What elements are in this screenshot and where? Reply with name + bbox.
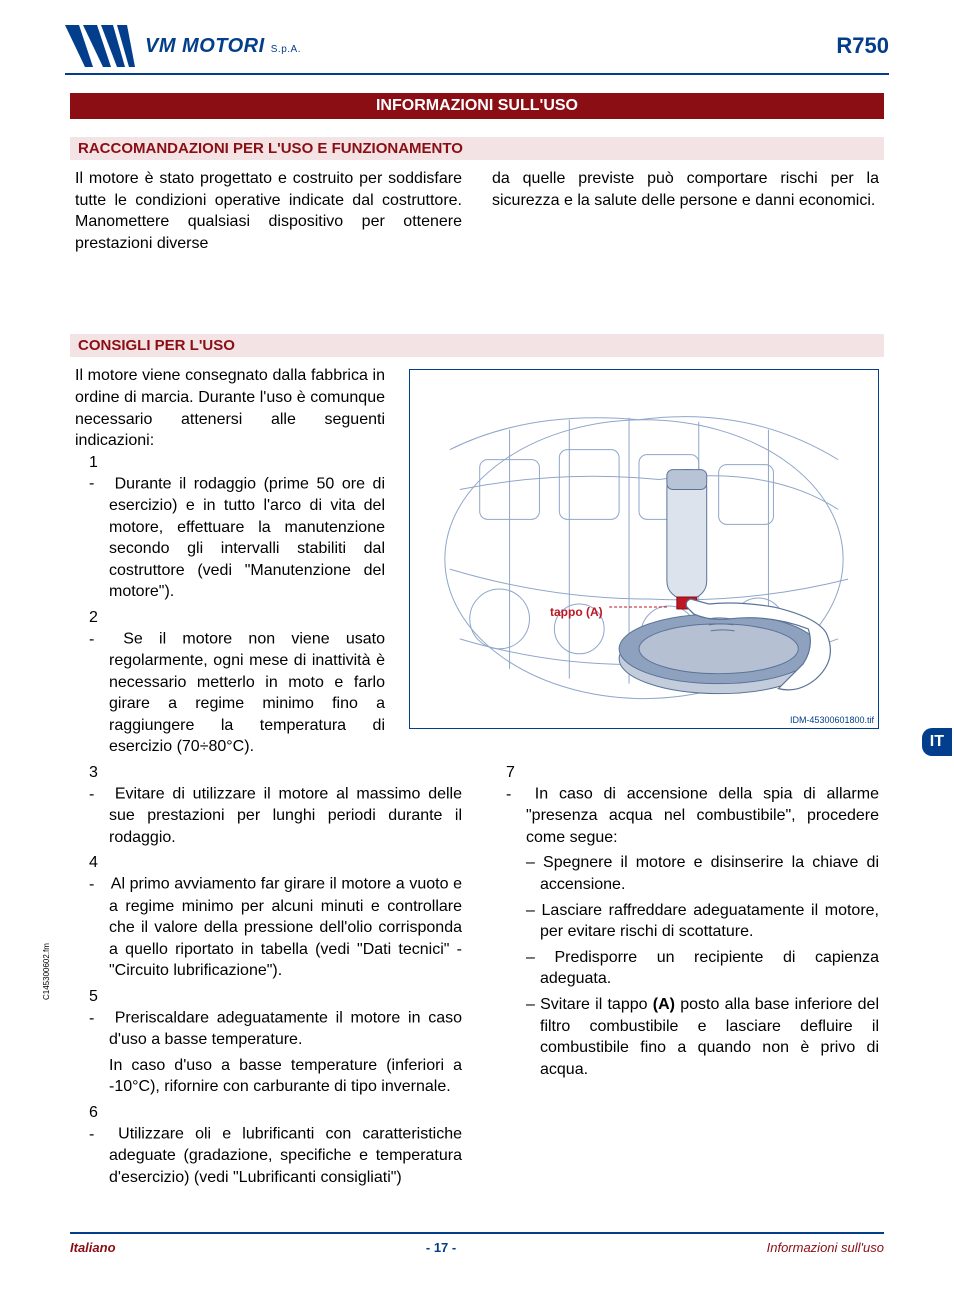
figure-reference: IDM-45300601800.tif — [790, 715, 874, 725]
list-subitem: – Spegnere il motore e disinserire la ch… — [492, 852, 879, 895]
figure-callout: tappo (A) — [550, 605, 603, 619]
engine-illustration — [410, 370, 878, 728]
brand-name: VM MOTORI S.p.A. — [145, 35, 301, 58]
list-item: 7 - In caso di accensione della spia di … — [492, 762, 879, 848]
subsection-consigli: CONSIGLI PER L'USO — [70, 334, 884, 357]
engine-figure: tappo (A) IDM-45300601800.tif — [409, 369, 879, 729]
raccomandazioni-col1: Il motore è stato progettato e costruito… — [75, 168, 462, 254]
list-col-left: 3 - Evitare di utilizzare il motore al m… — [75, 762, 462, 1192]
section-title-bar: INFORMAZIONI SULL'USO — [70, 93, 884, 119]
list-item: 2 - Se il motore non viene usato regolar… — [75, 607, 385, 758]
consigli-intro: Il motore viene consegnato dalla fabbric… — [75, 365, 385, 451]
language-badge: IT — [922, 728, 952, 756]
side-doc-code: C145300602.fm — [42, 943, 51, 1000]
footer-page-number: - 17 - — [426, 1240, 456, 1255]
list-subitem: – Lasciare raffreddare adeguatamente il … — [492, 900, 879, 943]
model-code: R750 — [836, 33, 889, 59]
list-narrow: 1 - Durante il rodaggio (prime 50 ore di… — [75, 452, 385, 758]
list-item: 1 - Durante il rodaggio (prime 50 ore di… — [75, 452, 385, 603]
list-item-cont: In caso d'uso a basse temperature (infer… — [75, 1055, 462, 1098]
list-item: 5 - Preriscaldare adeguatamente il motor… — [75, 986, 462, 1051]
list-item: 6 - Utilizzare oli e lubrificanti con ca… — [75, 1102, 462, 1188]
list-subitem: – Svitare il tappo (A) posto alla base i… — [492, 994, 879, 1080]
list-item: 4 - Al primo avviamento far girare il mo… — [75, 852, 462, 982]
filter-and-hand — [619, 470, 830, 694]
subsection-raccomandazioni: RACCOMANDAZIONI PER L'USO E FUNZIONAMENT… — [70, 137, 884, 160]
list-item: 3 - Evitare di utilizzare il motore al m… — [75, 762, 462, 848]
brand-logo: VM MOTORI S.p.A. — [65, 25, 301, 67]
raccomandazioni-col2: da quelle previste può comportare rischi… — [492, 168, 879, 254]
raccomandazioni-text: Il motore è stato progettato e costruito… — [65, 168, 889, 254]
page-header: VM MOTORI S.p.A. R750 — [65, 25, 889, 75]
footer-language: Italiano — [70, 1240, 116, 1255]
list-subitem: – Predisporre un recipiente di capienza … — [492, 947, 879, 990]
footer-section: Informazioni sull'uso — [767, 1240, 884, 1255]
list-col-right: 7 - In caso di accensione della spia di … — [492, 762, 879, 1192]
list-two-column: 3 - Evitare di utilizzare il motore al m… — [75, 762, 879, 1192]
page-footer: Italiano - 17 - Informazioni sull'uso — [70, 1232, 884, 1255]
vm-logo-icon — [65, 25, 135, 67]
